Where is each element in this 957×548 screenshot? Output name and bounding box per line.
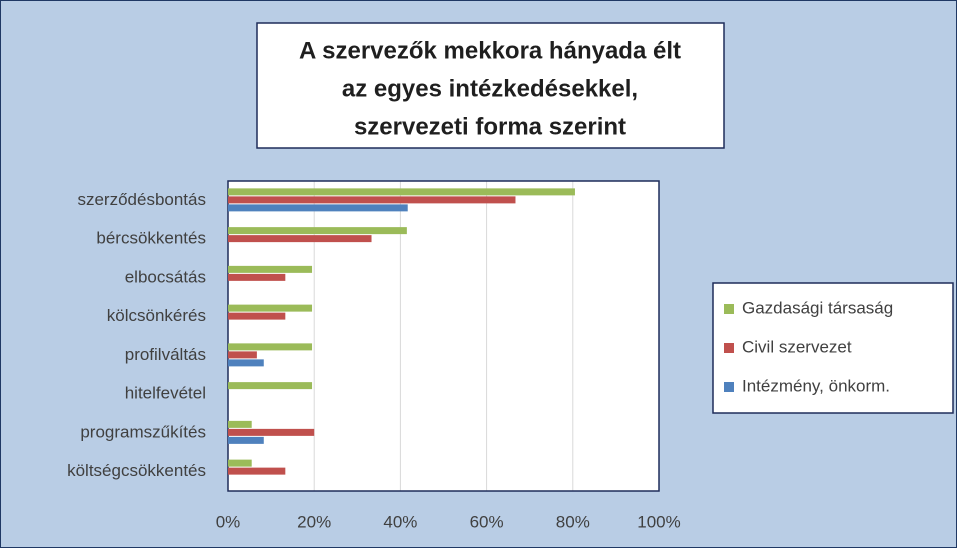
y-tick-label: szerződésbontás [77,190,206,209]
y-tick-label: hitelfevétel [125,384,206,403]
legend-label: Intézmény, önkorm. [742,376,890,395]
bar [228,428,315,436]
chart-title: szervezeti forma szerint [354,113,626,140]
bar [228,467,286,475]
chart-title: A szervezők mekkora hányada élt [299,37,681,64]
bar [228,273,286,281]
legend-label: Gazdasági társaság [742,298,893,317]
bar [228,420,252,428]
bar [228,382,313,390]
bar [228,436,264,444]
y-tick-label: profilváltás [125,345,206,364]
y-tick-label: programszűkítés [80,422,206,441]
bar [228,188,575,196]
y-tick-label: kölcsönkérés [107,306,206,325]
y-tick-label: költségcsökkentés [67,461,206,480]
bar [228,459,252,467]
legend-label: Civil szervezet [742,337,852,356]
plot-border [227,180,660,492]
bar [228,265,313,273]
x-tick-label: 100% [637,512,680,531]
y-tick-label: bércsökkentés [96,229,206,248]
legend-swatch [724,382,734,392]
legend-swatch [724,343,734,353]
bar [228,204,408,212]
y-tick-label: elbocsátás [125,267,206,286]
x-tick-label: 0% [216,512,241,531]
x-tick-label: 60% [470,512,504,531]
x-tick-label: 40% [383,512,417,531]
bar [228,351,257,359]
bar [228,196,516,204]
legend-swatch [724,304,734,314]
bar [228,359,264,367]
title-box [256,22,725,149]
bar [228,304,313,312]
bar [228,227,407,235]
x-tick-label: 80% [556,512,590,531]
bar [228,235,372,243]
legend-box [712,282,954,414]
bar [228,312,286,320]
chart-title: az egyes intézkedésekkel, [342,75,638,102]
x-tick-label: 20% [297,512,331,531]
bar [228,343,313,351]
